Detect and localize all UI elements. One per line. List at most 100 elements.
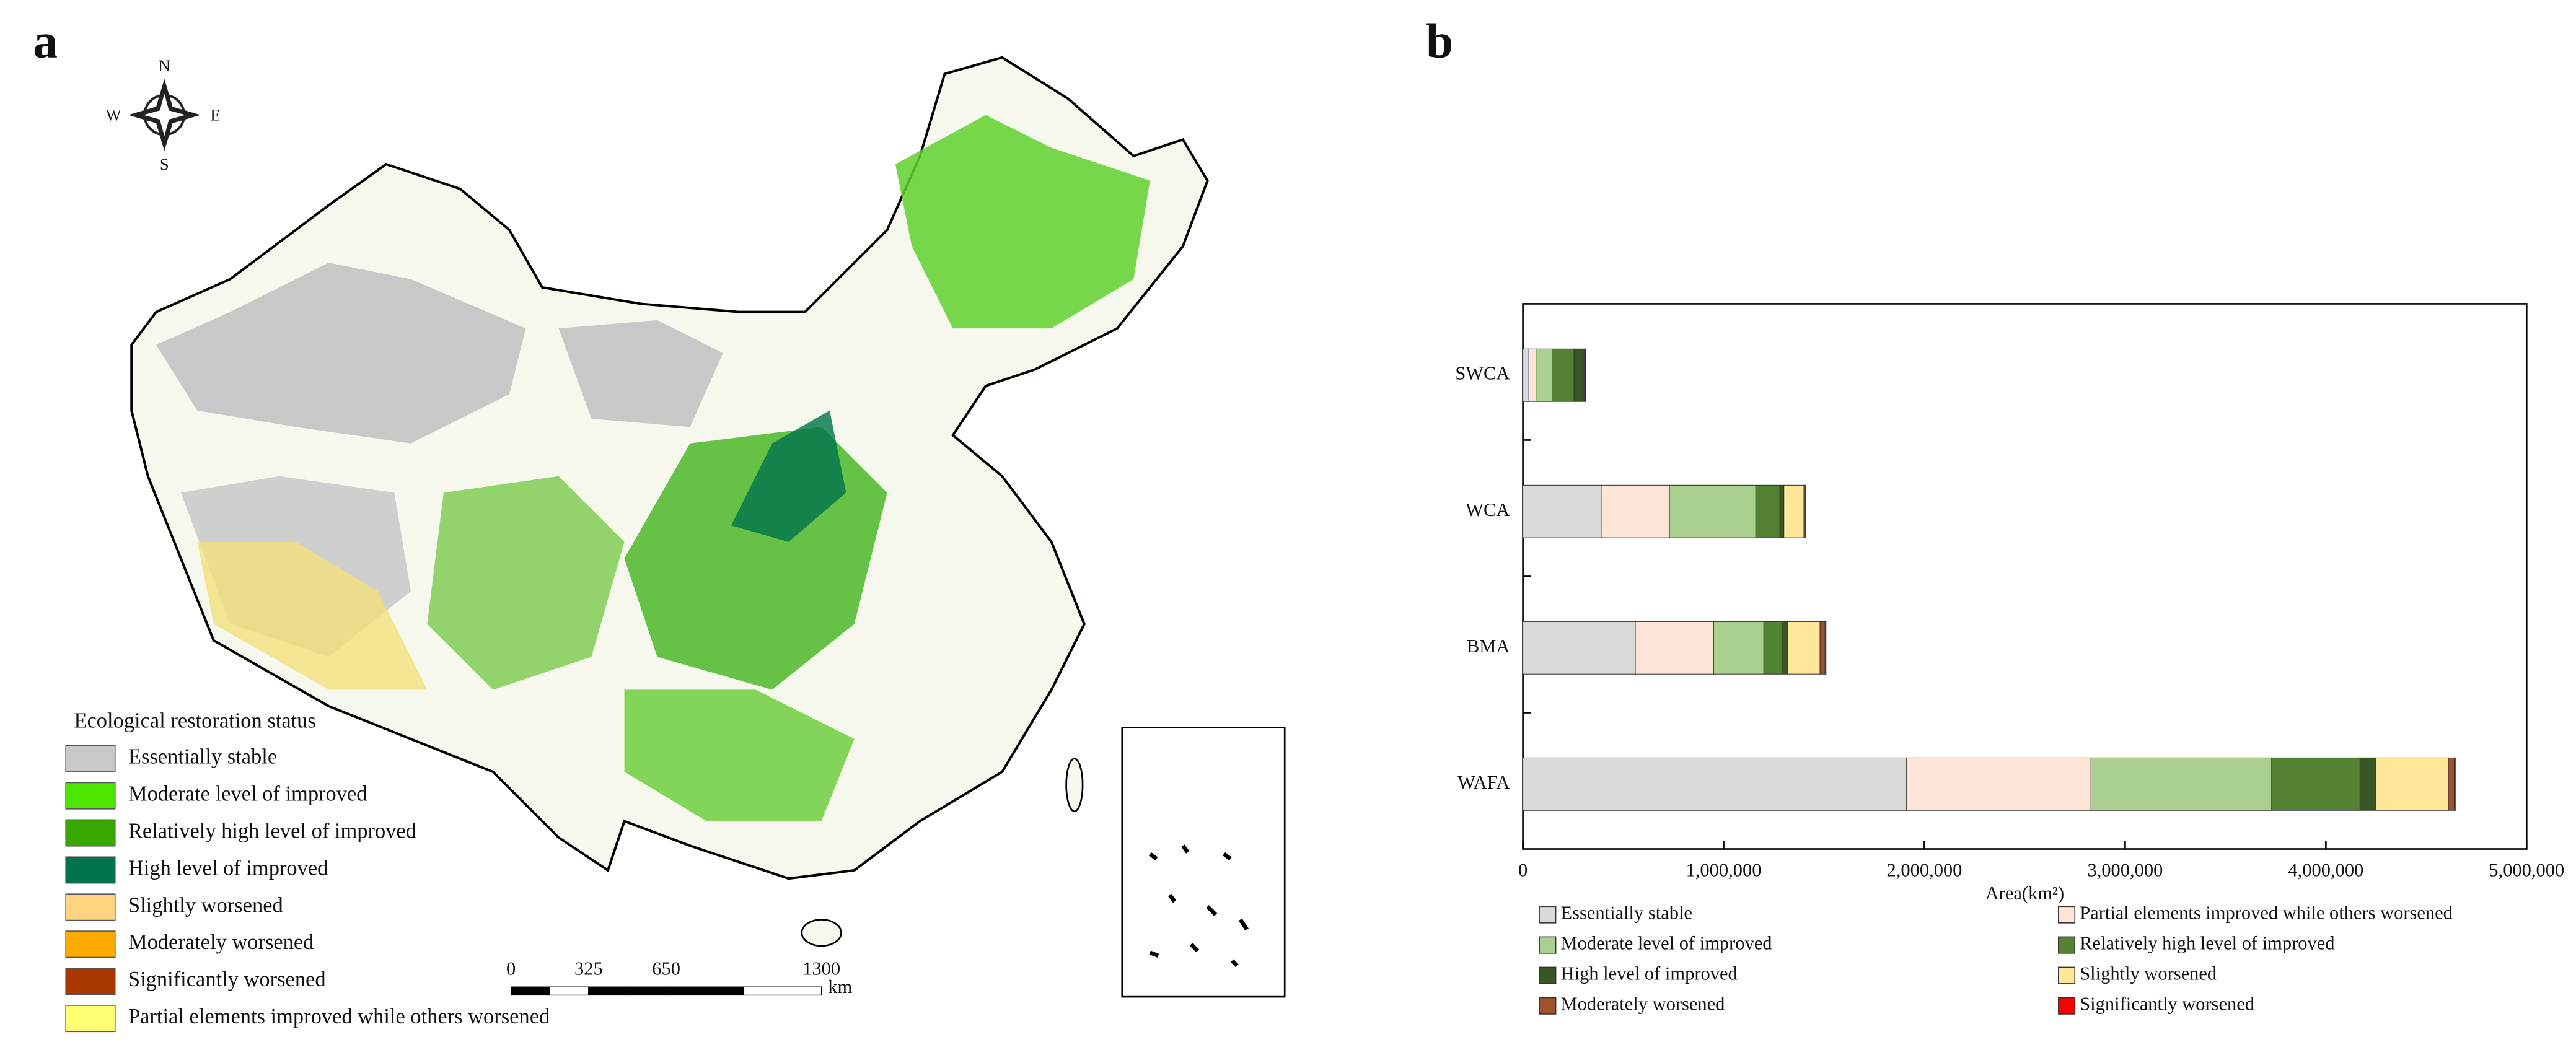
legend-label: Significantly worsened: [128, 968, 326, 991]
bar-segment: [1552, 348, 1575, 402]
legend-label: Partial elements improved while others w…: [2080, 903, 2453, 924]
scale-segment: [588, 986, 628, 996]
compass-label: S: [160, 155, 169, 173]
legend-label: Slightly worsened: [2080, 963, 2217, 984]
legend-swatch: [65, 893, 116, 921]
x-axis-label: Area(km²): [1985, 883, 2065, 904]
map-region-improved: [624, 689, 855, 821]
scale-label: 1300: [802, 958, 840, 979]
legend-label: High level of improved: [128, 856, 328, 880]
legend-label: Significantly worsened: [2080, 994, 2254, 1015]
bar-segment: [1528, 348, 1537, 402]
panel-label: b: [1426, 14, 1453, 68]
map: [128, 56, 1286, 998]
map-region-improved: [895, 115, 1150, 329]
bar-segment: [1763, 621, 1782, 675]
legend-swatch: [65, 968, 116, 995]
legend-label: Moderate level of improved: [1561, 933, 1772, 954]
bar-segment: [1805, 484, 1806, 538]
legend-label: Moderately worsened: [128, 930, 314, 954]
bar-segment: [1523, 484, 1602, 538]
legend-swatch: [2057, 906, 2076, 924]
legend-swatch: [65, 856, 116, 884]
legend-swatch: [1539, 906, 1557, 924]
legend-swatch: [65, 782, 116, 810]
compass-label: W: [106, 105, 121, 124]
panel-label: a: [33, 14, 58, 68]
legend-swatch: [65, 1005, 116, 1033]
bar-segment: [2090, 757, 2272, 811]
x-tick-label: 5,000,000: [2489, 860, 2564, 881]
map-region-stable: [156, 263, 526, 444]
bar-segment: [1573, 348, 1585, 402]
compass-label: N: [159, 56, 170, 75]
bar-segment: [1783, 484, 1805, 538]
bar-segment: [1755, 484, 1780, 538]
bar-segment: [1536, 348, 1553, 402]
map-region-high: [731, 410, 846, 542]
y-tick-label: BMA: [1467, 636, 1510, 657]
bar-segment: [1669, 484, 1756, 538]
legend-swatch: [65, 930, 116, 958]
scale-segment: [510, 986, 550, 996]
bar-segment: [1906, 757, 2091, 811]
scale-label: 650: [652, 958, 680, 979]
legend-label: Essentially stable: [128, 745, 277, 769]
scale-segment: [666, 986, 745, 996]
inset-islands: [1148, 844, 1249, 968]
legend-swatch: [65, 819, 116, 847]
legend-title: Ecological restoration status: [74, 709, 315, 732]
bar-segment: [1523, 621, 1636, 675]
legend-swatch: [65, 745, 116, 772]
bar-segment: [2375, 757, 2449, 811]
legend-swatch: [1539, 966, 1557, 984]
legend-label: Relatively high level of improved: [2080, 933, 2334, 954]
y-tick-label: WCA: [1466, 499, 1510, 520]
scale-segment: [549, 986, 589, 996]
x-tick-label: 1,000,000: [1686, 860, 1762, 881]
bar-segment: [2454, 757, 2456, 811]
bar-segment: [1781, 621, 1788, 675]
legend-swatch: [2057, 966, 2076, 984]
bar-segment: [1523, 757, 1907, 811]
map-region-stable: [558, 320, 723, 427]
bar-segment: [2271, 757, 2360, 811]
legend-label: Relatively high level of improved: [128, 819, 416, 842]
inset-frame: [1121, 727, 1286, 998]
legend-label: Essentially stable: [1561, 903, 1692, 924]
compass: [128, 79, 201, 151]
legend-label: Slightly worsened: [128, 893, 283, 917]
x-tick-label: 4,000,000: [2288, 860, 2363, 881]
bar-segment: [1787, 621, 1821, 675]
hainan: [801, 919, 842, 947]
scale-segment: [626, 986, 667, 996]
legend-swatch: [1539, 936, 1557, 954]
legend-label: High level of improved: [1561, 963, 1738, 984]
bar-segment: [1601, 484, 1670, 538]
legend-swatch: [2057, 936, 2076, 954]
x-tick-label: 3,000,000: [2087, 860, 2163, 881]
y-tick-label: SWCA: [1455, 363, 1510, 384]
bar-segment: [2359, 757, 2376, 811]
bar-segment: [1824, 621, 1827, 675]
bar-segment: [1523, 348, 1529, 402]
map-region-worsened: [197, 541, 428, 690]
bar-segment: [1713, 621, 1764, 675]
bar-segment: [1779, 484, 1785, 538]
legend-swatch: [2057, 997, 2076, 1015]
x-tick-label: 0: [1518, 860, 1528, 881]
scale-unit: km: [828, 976, 852, 997]
legend-swatch: [1539, 997, 1557, 1015]
legend-label: Moderately worsened: [1561, 994, 1725, 1015]
scale-label: 325: [574, 958, 603, 979]
scale-segment: [743, 986, 822, 996]
compass-label: E: [210, 105, 220, 124]
map-region-improved: [427, 476, 625, 690]
y-tick-label: WAFA: [1457, 772, 1510, 793]
bar-segment: [2448, 757, 2455, 811]
bar-segment: [1819, 621, 1826, 675]
legend-label: Moderate level of improved: [128, 782, 367, 806]
legend-label: Partial elements improved while others w…: [128, 1005, 550, 1028]
